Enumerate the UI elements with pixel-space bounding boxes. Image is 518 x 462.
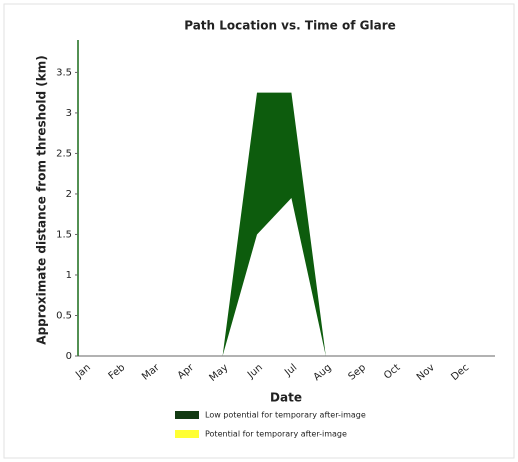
chart-title: Path Location vs. Time of Glare <box>184 19 396 33</box>
legend-label: Potential for temporary after-image <box>205 430 347 439</box>
legend-label: Low potential for temporary after-image <box>205 411 366 420</box>
y-tick-label: 3 <box>66 108 72 119</box>
area-lower <box>85 198 464 356</box>
y-tick-label: 2 <box>66 189 72 200</box>
y-tick-label: 2.5 <box>56 148 72 159</box>
y-tick-label: 0 <box>66 351 72 362</box>
y-axis-title: Approximate distance from threshold (km) <box>35 55 49 344</box>
y-tick-label: 3.5 <box>56 67 72 78</box>
x-axis-title: Date <box>270 391 302 405</box>
legend-swatch <box>175 430 199 438</box>
y-tick-label: 1 <box>66 270 72 281</box>
legend-swatch <box>175 411 199 419</box>
y-tick-label: 1.5 <box>56 229 72 240</box>
y-tick-label: 0.5 <box>56 310 72 321</box>
